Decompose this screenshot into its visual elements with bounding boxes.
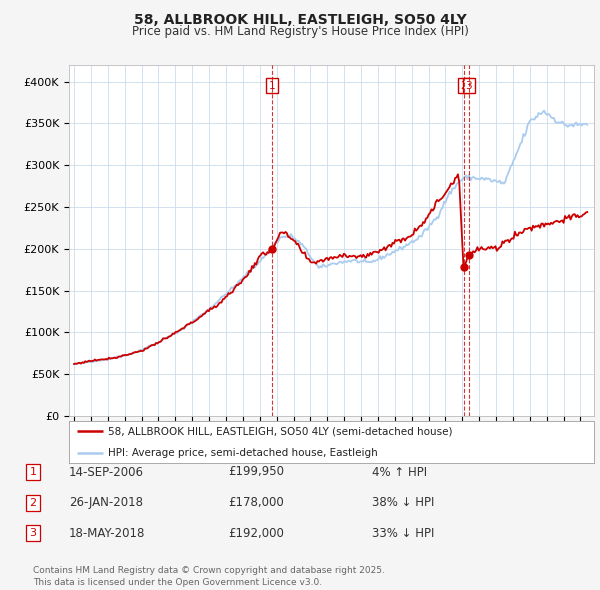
- Text: £192,000: £192,000: [228, 527, 284, 540]
- Text: 33% ↓ HPI: 33% ↓ HPI: [372, 527, 434, 540]
- Text: 3: 3: [466, 81, 472, 91]
- Text: 38% ↓ HPI: 38% ↓ HPI: [372, 496, 434, 509]
- Text: 58, ALLBROOK HILL, EASTLEIGH, SO50 4LY: 58, ALLBROOK HILL, EASTLEIGH, SO50 4LY: [134, 13, 466, 27]
- Text: 26-JAN-2018: 26-JAN-2018: [69, 496, 143, 509]
- Text: £178,000: £178,000: [228, 496, 284, 509]
- Text: 1: 1: [268, 81, 275, 91]
- Text: Contains HM Land Registry data © Crown copyright and database right 2025.
This d: Contains HM Land Registry data © Crown c…: [33, 566, 385, 587]
- Text: 18-MAY-2018: 18-MAY-2018: [69, 527, 145, 540]
- Text: Price paid vs. HM Land Registry's House Price Index (HPI): Price paid vs. HM Land Registry's House …: [131, 25, 469, 38]
- Text: 2: 2: [29, 498, 37, 507]
- Text: 4% ↑ HPI: 4% ↑ HPI: [372, 466, 427, 478]
- Text: 3: 3: [29, 529, 37, 538]
- Text: 58, ALLBROOK HILL, EASTLEIGH, SO50 4LY (semi-detached house): 58, ALLBROOK HILL, EASTLEIGH, SO50 4LY (…: [109, 427, 453, 436]
- Text: £199,950: £199,950: [228, 466, 284, 478]
- Text: 1: 1: [29, 467, 37, 477]
- Text: HPI: Average price, semi-detached house, Eastleigh: HPI: Average price, semi-detached house,…: [109, 448, 378, 457]
- Text: 2: 2: [460, 81, 467, 91]
- Text: 14-SEP-2006: 14-SEP-2006: [69, 466, 144, 478]
